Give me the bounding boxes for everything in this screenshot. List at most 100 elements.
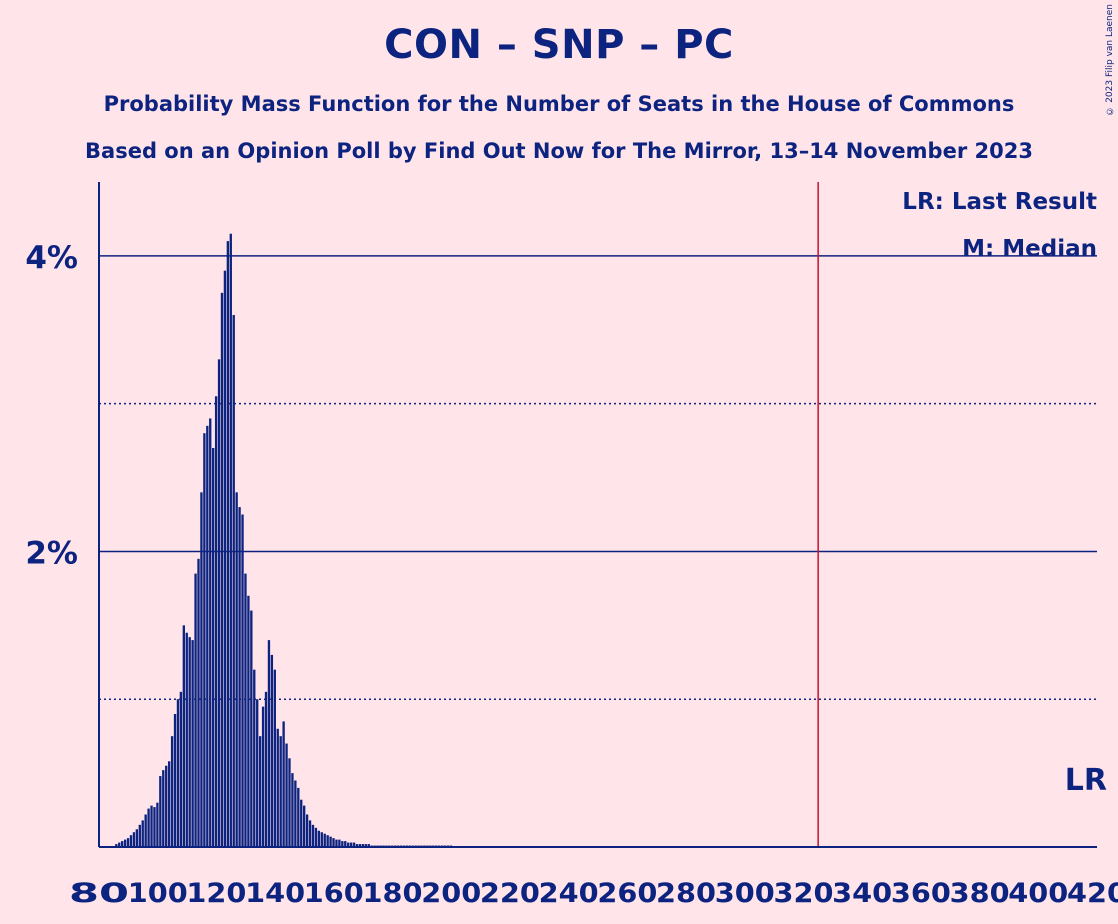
y-tick-label: 4% (25, 240, 78, 276)
bar-seat-103 (165, 765, 168, 847)
legend: LR: Last Result M: Median (902, 189, 1097, 262)
bar-seat-121 (217, 359, 221, 847)
x-tick-label: 260 (597, 878, 657, 909)
x-tick-label: 300 (715, 878, 775, 909)
bar-seat-124 (226, 241, 230, 848)
x-tick-label: 200 (421, 878, 481, 909)
bar-seat-167 (352, 842, 356, 847)
axes (98, 182, 1097, 848)
bar-seat-86 (115, 844, 118, 847)
x-tick-label: 240 (539, 878, 599, 909)
bar-seat-132 (250, 610, 253, 847)
bar-seat-112 (191, 640, 194, 847)
last-result-label: LR (1065, 763, 1107, 798)
bar-seat-131 (247, 595, 250, 847)
x-tick-label: 360 (891, 878, 951, 909)
bar-seat-162 (338, 839, 341, 847)
bar-seat-141 (276, 728, 279, 847)
x-tick-label: 400 (1008, 878, 1068, 909)
bar-seat-127 (235, 492, 238, 847)
bar-seat-95 (141, 820, 144, 847)
bar-seat-109 (182, 625, 185, 847)
bar-seat-164 (344, 841, 347, 847)
bar-seat-106 (173, 714, 177, 847)
bar-seat-101 (159, 776, 162, 847)
bar-seat-128 (238, 507, 241, 847)
bar-seat-126 (232, 315, 235, 847)
bar-seat-104 (167, 761, 171, 847)
bar-seat-90 (126, 838, 130, 847)
y-tick-label: 2% (25, 535, 78, 571)
bar-seat-92 (132, 832, 136, 847)
x-tick-label: 380 (950, 878, 1010, 909)
x-tick-label: 180 (363, 878, 423, 909)
x-tick-label: 140 (245, 878, 305, 909)
bar-seat-94 (138, 824, 141, 847)
bar-seat-133 (253, 669, 256, 847)
chart-subtitle-1: Probability Mass Function for the Number… (103, 92, 1015, 116)
bar-seat-145 (288, 758, 291, 847)
bar-seat-89 (123, 839, 127, 847)
bar-seat-87 (118, 842, 121, 847)
x-tick-label: 220 (480, 878, 540, 909)
x-tick-label: 420 (1067, 878, 1118, 909)
x-tick-label: 320 (773, 878, 833, 909)
bar-seat-153 (311, 824, 315, 847)
bar-seat-102 (162, 770, 165, 847)
bar-seat-99 (153, 807, 156, 847)
bar-seat-134 (256, 699, 259, 847)
legend-last-result: LR: Last Result (902, 189, 1097, 215)
x-tick-label: 340 (832, 878, 892, 909)
chart-title: CON – SNP – PC (384, 22, 734, 68)
bar-seat-150 (303, 805, 306, 847)
bar-seat-165 (347, 842, 350, 847)
bar-seat-157 (323, 833, 326, 847)
bar-seat-93 (135, 829, 139, 847)
bar-seat-144 (285, 743, 288, 847)
bar-seat-159 (329, 836, 332, 847)
bar-seat-113 (194, 573, 197, 847)
bar-seat-166 (349, 842, 353, 847)
bar-seat-91 (129, 835, 133, 847)
bar-seat-170 (361, 844, 365, 847)
bar-seat-155 (317, 830, 321, 847)
x-tick-label: 280 (656, 878, 716, 909)
bar-seat-142 (279, 736, 282, 847)
bar-seat-129 (241, 514, 244, 847)
bar-seat-108 (179, 691, 183, 847)
bar-seat-114 (197, 558, 200, 847)
bar-seat-143 (282, 721, 285, 847)
bar-seat-120 (214, 396, 218, 847)
bar-seat-105 (170, 736, 174, 847)
bar-seat-139 (270, 654, 274, 847)
bar-seat-171 (364, 844, 367, 847)
bar-seat-140 (273, 669, 276, 847)
bar-seat-98 (150, 805, 153, 847)
bar-seat-135 (258, 736, 262, 847)
bar-seat-147 (294, 780, 297, 847)
bars (115, 233, 453, 848)
bar-seat-118 (209, 418, 212, 847)
bar-seat-115 (200, 492, 203, 847)
bar-seat-160 (332, 838, 335, 847)
bar-seat-161 (335, 839, 338, 847)
bar-seat-146 (291, 773, 294, 847)
bar-seat-96 (144, 814, 147, 847)
bar-seat-119 (212, 448, 215, 847)
bar-seat-122 (220, 292, 224, 847)
bar-seat-149 (300, 799, 303, 847)
bar-seat-111 (188, 637, 191, 847)
bar-seat-138 (267, 640, 271, 847)
bar-seat-169 (358, 844, 362, 847)
bar-seat-156 (320, 832, 323, 847)
bar-seat-172 (367, 844, 370, 847)
bar-seat-110 (185, 632, 188, 847)
bar-seat-152 (308, 820, 312, 847)
bar-seat-148 (297, 787, 300, 847)
bar-seat-158 (326, 835, 329, 847)
tick-labels: 2%4%801001201401601802002202402602803003… (25, 240, 1118, 909)
bar-seat-116 (203, 433, 206, 847)
bar-seat-97 (147, 808, 150, 847)
x-tick-label: 80 (69, 878, 129, 909)
